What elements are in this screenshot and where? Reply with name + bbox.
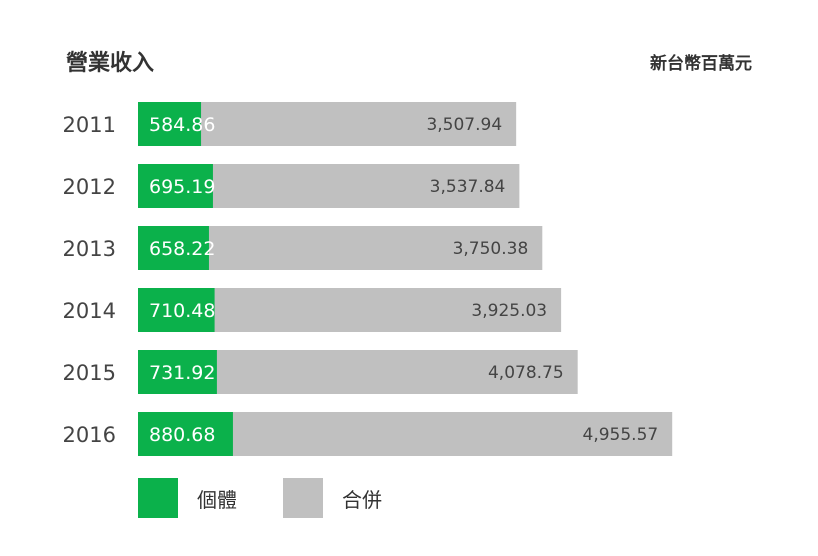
value-label-consolidated: 3,750.38 [453, 239, 529, 259]
value-label-individual: 880.68 [149, 424, 215, 446]
legend: 個體 合併 [138, 478, 382, 518]
value-label-individual: 695.19 [149, 176, 215, 198]
legend-label-consolidated: 合併 [342, 488, 382, 512]
chart-title: 營業收入 [66, 50, 154, 76]
value-label-consolidated: 4,955.57 [583, 425, 659, 445]
value-label-individual: 731.92 [149, 362, 215, 384]
year-label: 2012 [63, 175, 116, 199]
value-label-individual: 710.48 [149, 300, 215, 322]
year-label: 2016 [63, 423, 116, 447]
value-label-individual: 658.22 [149, 238, 215, 260]
year-label: 2013 [63, 237, 116, 261]
value-label-consolidated: 4,078.75 [488, 363, 564, 383]
bar-area: 2011 584.86 3,507.94 2012 695.19 3,537.84 2013… [63, 102, 673, 456]
value-label-consolidated: 3,507.94 [426, 115, 502, 135]
year-label: 2014 [63, 299, 116, 323]
bar-individual [138, 102, 202, 146]
value-label-individual: 584.86 [149, 114, 215, 136]
legend-swatch-individual [138, 478, 178, 518]
legend-swatch-consolidated [283, 478, 323, 518]
legend-label-individual: 個體 [197, 488, 237, 512]
bar-individual [138, 164, 213, 208]
unit-label: 新台幣百萬元 [650, 53, 752, 74]
bar-individual [138, 412, 233, 456]
year-label: 2011 [63, 113, 116, 137]
bar-individual [138, 350, 217, 394]
bar-individual [138, 288, 215, 332]
bar-individual [138, 226, 209, 270]
value-label-consolidated: 3,925.03 [471, 301, 547, 321]
year-label: 2015 [63, 361, 116, 385]
value-label-consolidated: 3,537.84 [430, 177, 506, 197]
